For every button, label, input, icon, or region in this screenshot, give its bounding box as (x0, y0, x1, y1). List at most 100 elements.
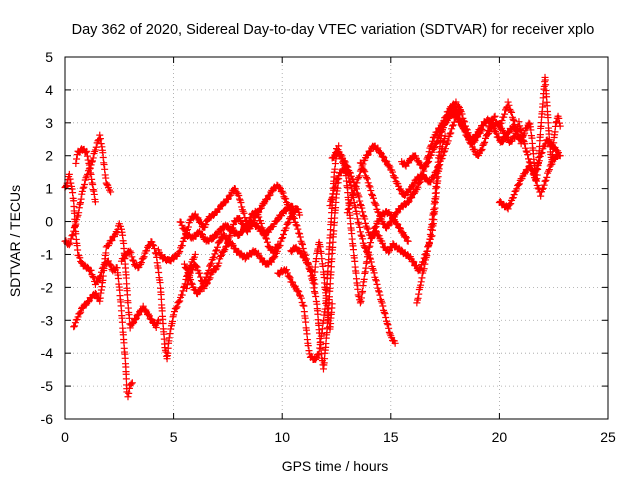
data-point (212, 231, 220, 239)
data-point (77, 199, 85, 207)
data-point (544, 167, 552, 175)
y-tick-label: 2 (45, 148, 53, 164)
data-point (485, 130, 493, 138)
data-point (250, 218, 258, 226)
data-point (343, 162, 351, 170)
data-point (425, 238, 433, 246)
data-point (206, 274, 214, 282)
data-point (126, 247, 134, 255)
data-point (298, 241, 306, 249)
data-point (282, 224, 290, 232)
y-tick-label: -5 (41, 378, 54, 394)
data-point (148, 316, 156, 324)
data-point (173, 303, 181, 311)
data-point (181, 226, 189, 234)
data-point (175, 249, 183, 257)
data-point (381, 310, 389, 318)
data-point (515, 180, 523, 188)
data-point (102, 249, 110, 257)
data-point (304, 342, 312, 350)
data-point (515, 118, 523, 126)
data-point (441, 119, 449, 127)
data-point (480, 140, 488, 148)
data-point (379, 152, 387, 160)
data-point (129, 320, 137, 328)
data-point (377, 297, 385, 305)
data-point (492, 129, 500, 137)
data-point (191, 250, 199, 258)
data-point (296, 211, 304, 219)
data-point (107, 188, 115, 196)
data-point (404, 237, 412, 245)
data-point (175, 298, 183, 306)
data-point (276, 183, 284, 191)
data-point (184, 277, 192, 285)
data-point (353, 210, 361, 218)
data-point (513, 185, 521, 193)
data-point (536, 131, 544, 139)
data-point (328, 300, 336, 308)
data-point (299, 301, 307, 309)
data-point (354, 218, 362, 226)
data-point (205, 275, 213, 283)
data-point (509, 194, 517, 202)
data-point (66, 175, 74, 183)
data-point (354, 291, 362, 299)
data-point (279, 234, 287, 242)
data-point (506, 200, 514, 208)
data-point (352, 182, 360, 190)
data-point (448, 122, 456, 130)
data-point (448, 125, 456, 133)
data-point (139, 302, 147, 310)
data-point (386, 330, 394, 338)
data-point (540, 181, 548, 189)
data-point (95, 136, 103, 144)
series-track-2 (61, 170, 136, 401)
data-point (179, 237, 187, 245)
data-point (103, 181, 111, 189)
series-track-22 (495, 73, 564, 185)
data-point (432, 168, 440, 176)
data-point (356, 296, 364, 304)
data-point (477, 147, 485, 155)
data-point (510, 117, 518, 125)
data-point (353, 215, 361, 223)
data-point (344, 205, 352, 213)
series-track-18 (413, 108, 499, 307)
data-point (122, 375, 130, 383)
x-tick-label: 0 (61, 429, 69, 445)
data-point (518, 136, 526, 144)
data-point (198, 230, 206, 238)
data-point (79, 184, 87, 192)
series-track-12 (311, 238, 336, 333)
data-point (179, 287, 187, 295)
data-point (135, 311, 143, 319)
y-tick-label: -3 (41, 312, 54, 328)
data-point (331, 183, 339, 191)
data-point (417, 281, 425, 289)
data-point (408, 194, 416, 202)
data-point (310, 284, 318, 292)
data-point (191, 210, 199, 218)
data-point (542, 176, 550, 184)
y-tick-label: -6 (41, 411, 54, 427)
data-point (73, 155, 81, 163)
data-point (471, 134, 479, 142)
data-point (78, 187, 86, 195)
series-track-1 (61, 131, 115, 249)
data-point (144, 310, 152, 318)
series-track-13 (326, 165, 399, 347)
data-point (280, 231, 288, 239)
series-track-19 (398, 106, 523, 173)
data-point (263, 238, 271, 246)
data-point (75, 209, 83, 217)
data-point (402, 233, 410, 241)
data-point (72, 159, 80, 167)
data-point (139, 254, 147, 262)
axis-ticks: 0 5 10 15 20 25 -6 -5 -4 -3 -2 -1 0 1 2 3 4 5 (41, 49, 616, 445)
data-point (153, 320, 161, 328)
data-point (378, 299, 386, 307)
data-point (299, 245, 307, 253)
data-point (355, 193, 363, 201)
data-point (538, 185, 546, 193)
